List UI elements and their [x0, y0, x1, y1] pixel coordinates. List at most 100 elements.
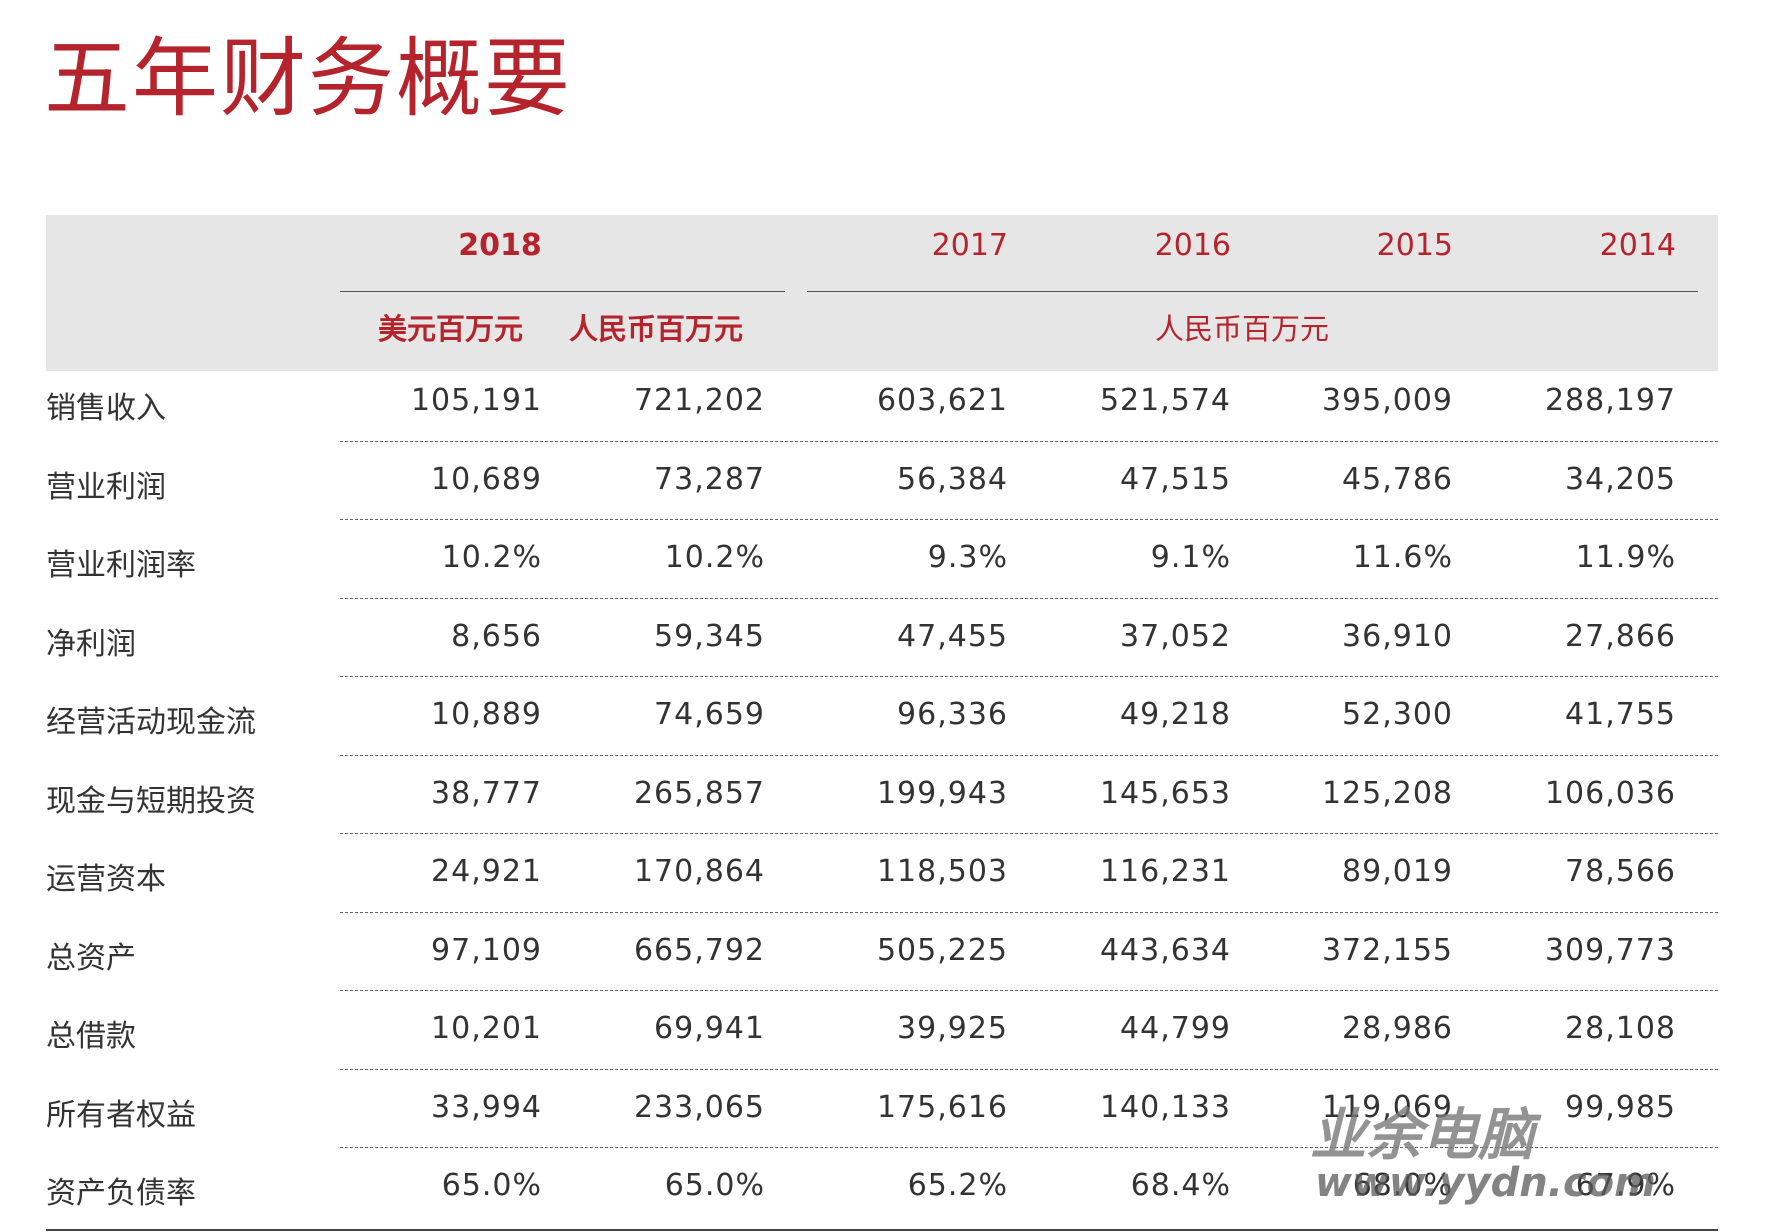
cell: 28,986 [1342, 1011, 1453, 1046]
row-label: 经营活动现金流 [46, 705, 256, 740]
row-separator [340, 754, 1718, 756]
cell: 10,889 [431, 697, 542, 732]
cell: 33,994 [431, 1089, 542, 1125]
year-header: 2015 [1376, 228, 1453, 263]
header-band [46, 215, 1718, 371]
cell: 170,864 [633, 854, 765, 889]
row-separator [340, 519, 1718, 520]
unit-label: 人民币百万元 [569, 312, 744, 346]
cell: 65.2% [907, 1168, 1008, 1203]
cell: 11.6% [1352, 540, 1453, 575]
cell: 309,773 [1544, 932, 1676, 968]
row-label: 销售收入 [46, 391, 166, 426]
year-header: 2017 [931, 228, 1008, 263]
cell: 116,231 [1099, 854, 1231, 889]
year-header: 2018 [458, 228, 542, 263]
row-label: 营业利润 [46, 469, 166, 505]
cell: 233,065 [633, 1089, 765, 1125]
year-header: 2014 [1599, 228, 1676, 263]
row-label: 总资产 [46, 940, 136, 976]
cell: 505,225 [876, 932, 1008, 968]
row-label: 运营资本 [46, 862, 166, 897]
cell: 47,515 [1120, 461, 1231, 497]
cell: 34,205 [1565, 461, 1676, 497]
cell: 74,659 [654, 697, 765, 732]
cell: 56,384 [897, 461, 1008, 497]
cell: 28,108 [1565, 1011, 1676, 1046]
cell: 45,786 [1342, 461, 1453, 497]
cell: 443,634 [1099, 932, 1231, 968]
cell: 11.9% [1575, 540, 1676, 575]
row-separator [340, 676, 1718, 677]
watermark-url: www.yydn.com [1315, 1160, 1656, 1206]
cell: 119,069 [1321, 1089, 1453, 1125]
row-label: 资产负债率 [46, 1176, 196, 1211]
unit-label: 美元百万元 [378, 312, 524, 346]
cell: 65.0% [664, 1168, 765, 1203]
cell: 24,921 [431, 854, 542, 889]
cell: 145,653 [1099, 775, 1231, 811]
cell: 69,941 [654, 1011, 765, 1046]
cell: 73,287 [654, 461, 765, 497]
cell: 96,336 [897, 697, 1008, 732]
cell: 89,019 [1342, 854, 1453, 889]
bottom-rule [46, 1229, 1718, 1231]
header-rule [340, 291, 785, 292]
cell: 603,621 [876, 383, 1008, 418]
cell: 41,755 [1565, 697, 1676, 732]
row-label: 营业利润率 [46, 548, 196, 583]
cell: 65.0% [441, 1168, 542, 1203]
cell: 10,689 [431, 461, 542, 497]
cell: 10,201 [431, 1011, 542, 1046]
row-label: 所有者权益 [46, 1097, 196, 1133]
cell: 37,052 [1120, 618, 1231, 654]
cell: 199,943 [876, 775, 1008, 811]
row-separator [340, 911, 1718, 913]
row-separator [340, 1147, 1718, 1148]
row-label: 总借款 [46, 1019, 136, 1054]
cell: 118,503 [876, 854, 1008, 889]
cell: 10.2% [664, 540, 765, 575]
cell: 38,777 [431, 775, 542, 811]
cell: 59,345 [654, 618, 765, 654]
cell: 9.1% [1150, 540, 1231, 575]
cell: 395,009 [1321, 383, 1453, 418]
cell: 52,300 [1342, 697, 1453, 732]
cell: 36,910 [1342, 618, 1453, 654]
cell: 175,616 [876, 1089, 1008, 1125]
row-label: 净利润 [46, 626, 136, 662]
cell: 288,197 [1544, 383, 1676, 418]
cell: 8,656 [451, 618, 542, 654]
cell: 125,208 [1321, 775, 1453, 811]
year-header: 2016 [1154, 228, 1231, 263]
cell: 39,925 [897, 1011, 1008, 1046]
cell: 99,985 [1565, 1089, 1676, 1125]
row-separator [340, 833, 1718, 834]
cell: 68.4% [1130, 1168, 1231, 1203]
title: 五年财务概要 [44, 29, 572, 129]
row-separator [340, 597, 1718, 599]
cell: 78,566 [1565, 854, 1676, 889]
cell: 665,792 [633, 932, 765, 968]
cell: 140,133 [1099, 1089, 1231, 1125]
cell: 67.9% [1575, 1168, 1676, 1203]
cell: 105,191 [410, 383, 542, 418]
cell: 97,109 [431, 932, 542, 968]
row-separator [340, 440, 1718, 442]
row-separator [340, 1068, 1718, 1070]
cell: 10.2% [441, 540, 542, 575]
cell: 27,866 [1565, 618, 1676, 654]
cell: 49,218 [1120, 697, 1231, 732]
watermark: 业余电脑 [1310, 1103, 1534, 1168]
cell: 265,857 [633, 775, 765, 811]
unit-label: 人民币百万元 [1155, 312, 1330, 346]
row-separator [340, 990, 1718, 991]
header-rule [807, 291, 1698, 292]
cell: 68.0% [1352, 1168, 1453, 1203]
row-label: 现金与短期投资 [46, 783, 256, 819]
cell: 106,036 [1544, 775, 1676, 811]
cell: 9.3% [927, 540, 1008, 575]
cell: 521,574 [1099, 383, 1231, 418]
cell: 721,202 [633, 383, 765, 418]
